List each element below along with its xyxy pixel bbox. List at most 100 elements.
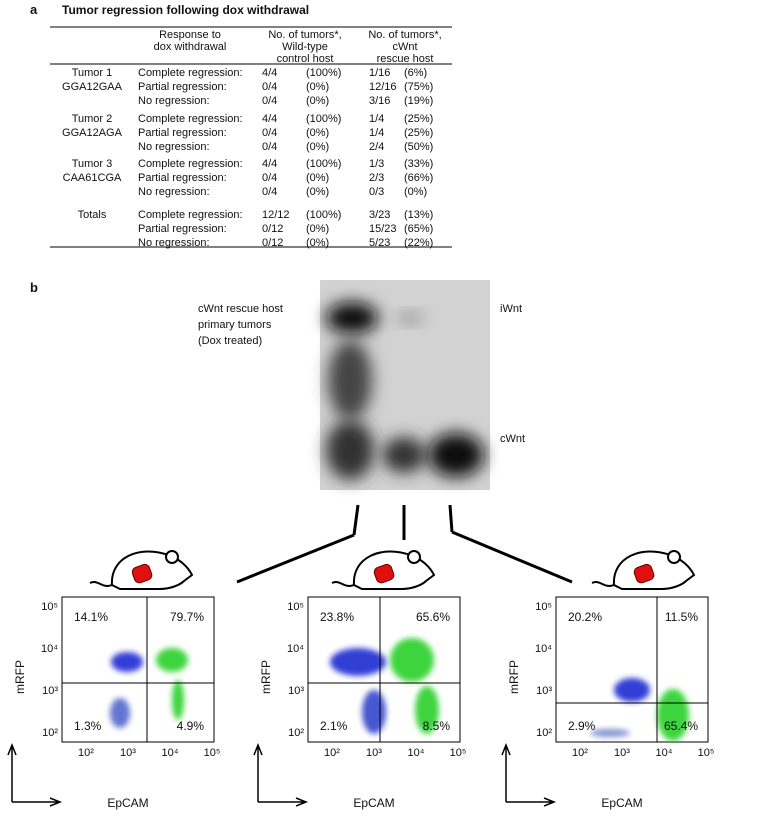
quadrant-percent: 14.1% <box>74 610 108 624</box>
cell: (100%) <box>306 209 341 221</box>
quadrant-percent: 8.5% <box>423 719 451 733</box>
flow-plot: 20.2% 11.5% 2.9% 65.4% 10² 10² 10³ 10³ 10⁴ 10⁴ 10⁵… <box>501 550 715 810</box>
cell: (100%) <box>306 113 341 125</box>
cell: 0/4 <box>262 172 277 184</box>
x-tick-label: 10² <box>78 747 94 759</box>
cell: 15/23 <box>369 223 397 235</box>
y-tick-label: 10² <box>288 727 304 739</box>
y-axis-label: mRFP <box>507 660 521 694</box>
quadrant-percent: 1.3% <box>74 719 102 733</box>
cell: No regression: <box>138 95 210 107</box>
cell: 3/23 <box>369 209 390 221</box>
quadrant-percent: 2.1% <box>320 719 348 733</box>
cell: 0/4 <box>262 81 277 93</box>
cell: (100%) <box>306 67 341 79</box>
x-tick-label: 10² <box>572 747 588 759</box>
tumor-icon <box>131 563 153 584</box>
quadrant-percent: 79.7% <box>170 610 204 624</box>
tumor-label: Totals <box>78 209 107 221</box>
gel <box>320 280 490 490</box>
quadrant-percent: 20.2% <box>568 610 602 624</box>
caption-line: cWnt rescue host <box>198 303 283 315</box>
y-axis-label: mRFP <box>13 660 27 694</box>
x-axis-label: EpCAM <box>107 796 148 810</box>
header: rescue host <box>377 53 434 65</box>
cell: (13%) <box>404 209 433 221</box>
cell-cloud <box>362 690 386 734</box>
y-tick-label: 10⁴ <box>41 643 58 655</box>
cell: (0%) <box>306 141 329 153</box>
cell: 3/16 <box>369 95 390 107</box>
tumor-label: CAA61CGA <box>63 172 122 184</box>
caption-line: primary tumors <box>198 319 272 331</box>
cell: (0%) <box>306 237 329 249</box>
y-tick-label: 10⁴ <box>535 643 552 655</box>
cell: (0%) <box>306 172 329 184</box>
x-tick-label: 10⁵ <box>204 747 221 759</box>
x-tick-label: 10³ <box>614 747 630 759</box>
cell: Partial regression: <box>138 81 227 93</box>
cell: 1/4 <box>369 127 384 139</box>
x-tick-label: 10² <box>324 747 340 759</box>
cell: (0%) <box>306 127 329 139</box>
cell: (66%) <box>404 172 433 184</box>
cell-cloud <box>111 652 143 672</box>
cell: 2/3 <box>369 172 384 184</box>
cell: 4/4 <box>262 67 277 79</box>
cell: (0%) <box>306 95 329 107</box>
y-tick-label: 10² <box>42 727 58 739</box>
axis-arrow <box>501 742 557 807</box>
mouse-icon <box>89 550 194 590</box>
cell: 0/4 <box>262 186 277 198</box>
y-tick-label: 10⁵ <box>287 601 304 613</box>
x-axis-label: EpCAM <box>601 796 642 810</box>
cell: (100%) <box>306 158 341 170</box>
cell: 1/4 <box>369 113 384 125</box>
cell: No regression: <box>138 186 210 198</box>
cell: No regression: <box>138 141 210 153</box>
cell: 0/4 <box>262 141 277 153</box>
tumor-label: Tumor 3 <box>72 158 113 170</box>
mouse-ear <box>407 550 421 564</box>
cell: (50%) <box>404 141 433 153</box>
cell: 0/4 <box>262 95 277 107</box>
x-tick-label: 10⁴ <box>656 747 673 759</box>
cell-cloud <box>172 680 184 720</box>
cell: Partial regression: <box>138 223 227 235</box>
x-tick-label: 10⁴ <box>408 747 425 759</box>
cell: 0/12 <box>262 237 283 249</box>
band-label: iWnt <box>500 303 522 315</box>
connectors <box>236 504 573 584</box>
gel-caption: cWnt rescue host primary tumors (Dox treat… <box>198 303 283 347</box>
tumor-label: GGA12GAA <box>62 81 123 93</box>
cell: Complete regression: <box>138 113 243 125</box>
header: No. of tumors*, <box>368 29 441 41</box>
x-tick-label: 10⁵ <box>698 747 715 759</box>
cell: (65%) <box>404 223 433 235</box>
cell-cloud <box>590 729 630 737</box>
cell: (22%) <box>404 237 433 249</box>
cell: (75%) <box>404 81 433 93</box>
y-tick-label: 10³ <box>536 685 552 697</box>
y-axis-label: mRFP <box>259 660 273 694</box>
cell-cloud <box>110 698 130 728</box>
header: dox withdrawal <box>154 41 227 53</box>
cell: (0%) <box>404 186 427 198</box>
x-tick-label: 10⁵ <box>450 747 467 759</box>
flow-plot: 23.8% 65.6% 2.1% 8.5% 10² 10² 10³ 10³ 10⁴ 10⁴ 10⁵ 1… <box>253 550 467 810</box>
cell: Complete regression: <box>138 158 243 170</box>
cell: 4/4 <box>262 158 277 170</box>
caption-line: (Dox treated) <box>198 335 262 347</box>
panel-label: a <box>30 2 38 17</box>
band-label: cWnt <box>500 433 525 445</box>
cell-cloud <box>330 648 386 676</box>
tumor-label: Tumor 1 <box>72 67 113 79</box>
cell: Partial regression: <box>138 127 227 139</box>
cell: (25%) <box>404 127 433 139</box>
quadrant-percent: 23.8% <box>320 610 354 624</box>
quadrant-percent: 4.9% <box>177 719 205 733</box>
axis-arrow <box>7 742 63 807</box>
cell: (6%) <box>404 67 427 79</box>
cell: 0/3 <box>369 186 384 198</box>
